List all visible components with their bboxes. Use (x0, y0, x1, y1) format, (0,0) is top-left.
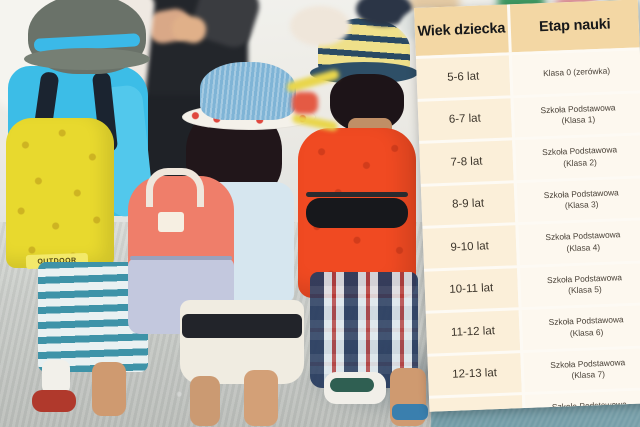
cell-age: 6-7 lat (417, 97, 513, 141)
table-row: 8-9 lat Szkoła Podstawowa (Klasa 3) (420, 174, 640, 226)
table-row: 10-11 lat Szkoła Podstawowa (Klasa 5) (424, 259, 640, 311)
child-sock (42, 360, 70, 394)
cell-stage-name: Klasa 0 (zerówka) (542, 65, 611, 79)
cell-stage-grade: (Klasa 4) (566, 241, 601, 254)
cell-stage: Szkoła Podstawowa (Klasa 3) (513, 177, 640, 223)
red-backpack-zipper (306, 192, 408, 197)
child-sandal (32, 390, 76, 412)
cell-stage-grade: (Klasa 1) (561, 114, 596, 126)
background-hat-cream (290, 6, 350, 46)
cell-stage-grade: (Klasa 6) (569, 326, 604, 339)
cell-age: 5-6 lat (415, 55, 511, 99)
table-row: 6-7 lat Szkoła Podstawowa (Klasa 1) (417, 89, 640, 141)
table-row: 7-8 lat Szkoła Podstawowa (Klasa 2) (419, 132, 640, 184)
cell-age: 9-10 lat (422, 225, 517, 269)
cell-stage: Szkoła Podstawowa (Klasa 5) (517, 262, 640, 308)
cell-age: 10-11 lat (424, 267, 519, 311)
pink-backpack-zipper (130, 256, 232, 260)
table-row: 5-6 lat Klasa 0 (zerówka) (415, 47, 640, 99)
cell-age: 12-13 lat (427, 352, 522, 396)
cell-stage-grade: (Klasa 3) (564, 199, 599, 211)
child4-sock (392, 404, 428, 420)
child2-skirt (180, 300, 304, 384)
table-header-stage: Etap nauki (506, 0, 640, 53)
cell-stage: Klasa 0 (zerówka) (508, 50, 640, 95)
info-table-card: Wiek dziecka Etap nauki 5-6 lat Klasa 0 … (414, 0, 640, 412)
table-header-age: Wiek dziecka (417, 20, 506, 40)
table-row: 12-13 lat Szkoła Podstawowa (Klasa 7) (427, 344, 640, 396)
cell-age: 7-8 lat (419, 140, 514, 184)
cell-age: 11-12 lat (425, 310, 521, 354)
pink-backpack-handle (146, 168, 204, 207)
sun-hat-brim (24, 48, 150, 70)
table-header-row: Wiek dziecka Etap nauki (414, 0, 640, 56)
child4-sneaker-accent (330, 378, 374, 392)
cell-stage: Szkoła Podstawowa (Klasa 2) (512, 135, 640, 180)
table-row: 9-10 lat Szkoła Podstawowa (Klasa 4) (422, 217, 640, 269)
cell-stage-grade: (Klasa 7) (571, 369, 606, 381)
cell-stage: Szkoła Podstawowa (Klasa 7) (520, 347, 640, 393)
child2-skirt-band (182, 314, 302, 338)
child-leg (92, 362, 126, 416)
cell-stage: Szkoła Podstawowa (Klasa 4) (515, 220, 640, 265)
cell-stage-grade: (Klasa 5) (568, 284, 602, 296)
cell-stage: Szkoła Podstawowa (Klasa 1) (510, 92, 640, 138)
table-row: 11-12 lat Szkoła Podstawowa (Klasa 6) (425, 302, 640, 354)
child2-leg (244, 370, 278, 426)
child2-leg-second (190, 376, 220, 426)
pink-backpack-tag (158, 212, 184, 232)
red-backpack-pocket (306, 198, 408, 228)
denim-hat (200, 62, 296, 120)
background-item-red (292, 92, 318, 114)
cell-stage: Szkoła Podstawowa (Klasa 6) (518, 305, 640, 350)
yellow-backpack-pattern (6, 118, 114, 268)
cell-stage-grade: (Klasa 2) (563, 156, 597, 169)
cell-age: 8-9 lat (420, 182, 516, 226)
